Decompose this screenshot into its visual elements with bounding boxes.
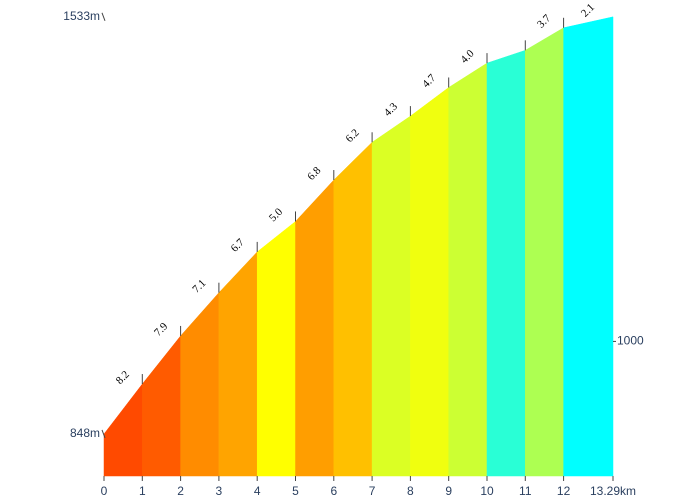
grade-label: 5.0	[267, 206, 286, 225]
profile-segment	[256, 220, 296, 477]
y-tick-label: 1533m	[63, 9, 100, 23]
profile-segment	[142, 335, 181, 477]
grade-label: 4.7	[420, 72, 439, 91]
grade-label: 7.9	[152, 320, 171, 339]
profile-segment	[295, 179, 335, 477]
profile-segment	[371, 115, 411, 477]
y-tick	[101, 429, 106, 439]
profile-segment	[486, 49, 526, 477]
x-tick-label: 6	[330, 484, 337, 498]
x-tick-label: 12	[557, 484, 571, 498]
grade-label: 4.0	[458, 47, 477, 66]
x-tick-label: 8	[407, 484, 414, 498]
grade-label: 7.1	[190, 277, 208, 295]
x-tick-label: 5	[292, 484, 299, 498]
grade-label: 6.2	[344, 127, 362, 145]
y-tick-label: 848m	[70, 426, 100, 440]
profile-segment	[410, 86, 449, 477]
grade-label: 3.7	[535, 12, 554, 31]
profile-segment	[525, 27, 564, 477]
y-tick	[101, 12, 106, 22]
x-tick-label: 2	[177, 484, 184, 498]
x-tick-label: 9	[445, 484, 452, 498]
y2-tick-label: 1000	[617, 334, 644, 348]
grade-label: 6.7	[229, 236, 248, 255]
x-tick-label: 0	[101, 484, 108, 498]
profile-segment	[563, 16, 614, 477]
x-tick-label: 7	[369, 484, 376, 498]
x-tick-label: 10	[480, 484, 494, 498]
grade-label: 6.8	[305, 164, 324, 183]
profile-segment	[218, 251, 258, 477]
x-tick-label: 3	[216, 484, 223, 498]
x-tick-label: 4	[254, 484, 261, 498]
grade-label: 2.1	[579, 1, 597, 19]
grade-label: 8.2	[114, 369, 132, 387]
profile-segment	[103, 383, 143, 477]
grade-label: 4.3	[382, 100, 401, 119]
profile-segment	[180, 292, 220, 477]
x-tick-label: 1	[139, 484, 146, 498]
profile-segment	[333, 141, 373, 477]
profile-segment	[448, 62, 488, 477]
x-tick-label: 11	[519, 484, 532, 498]
x-tick-label: 13.29km	[590, 484, 636, 498]
